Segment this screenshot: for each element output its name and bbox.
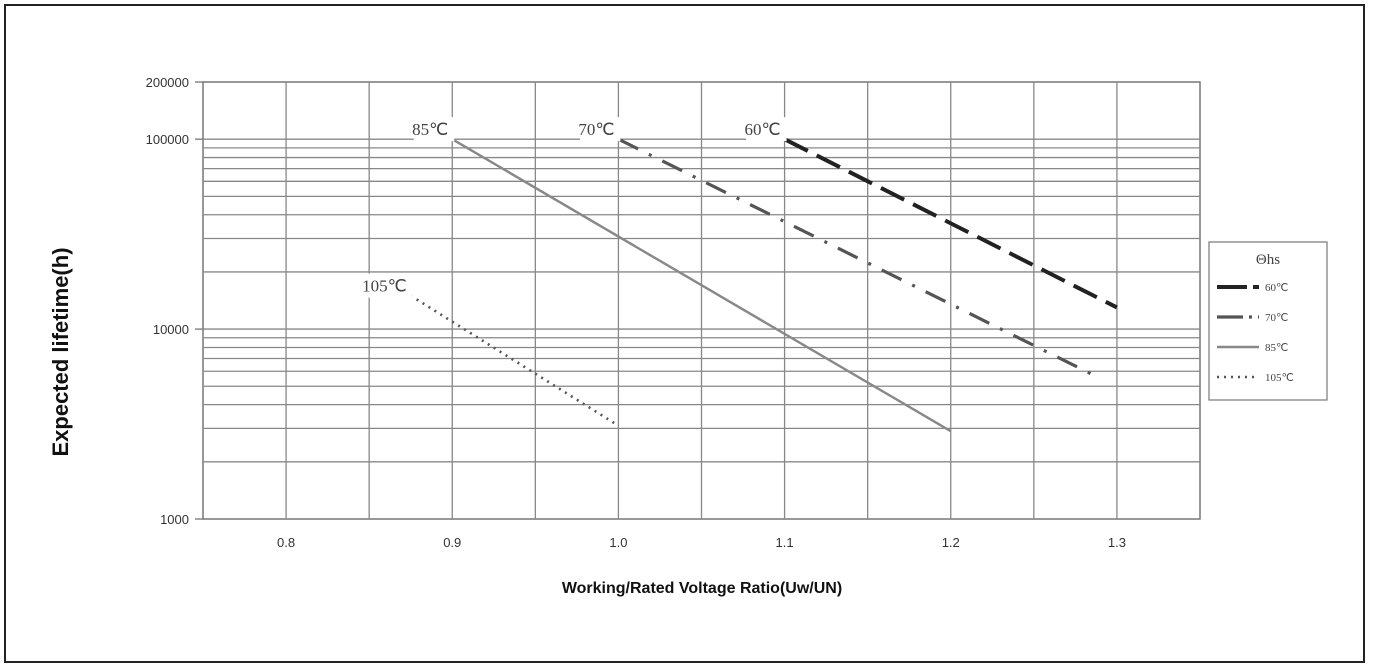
- series-label: 60℃: [744, 120, 780, 139]
- tick-labels: 0.8 0.9 1.0 1.1 1.2 1.3 1000 10000 100000 200000: [146, 75, 1126, 550]
- series-label: 70℃: [578, 120, 614, 139]
- y-tick-label: 100000: [146, 132, 189, 147]
- series-line: [783, 137, 1118, 310]
- chart-frame: [4, 4, 1365, 663]
- legend-entry-label: 85℃: [1265, 342, 1288, 354]
- series-label: 85℃: [412, 120, 448, 139]
- x-tick-label: 1.1: [776, 535, 794, 550]
- x-tick-label: 1.0: [609, 535, 627, 550]
- series-label-bg: [746, 117, 787, 142]
- legend: Θhs 60℃ 70℃ 85℃ 105℃: [1208, 241, 1328, 401]
- x-tick-label: 1.3: [1108, 535, 1126, 550]
- x-tick-label: 1.2: [942, 535, 960, 550]
- y-tick-label: 200000: [146, 75, 189, 90]
- legend-box: [1208, 241, 1328, 401]
- grid: [195, 81, 1201, 520]
- legend-title: Θhs: [1256, 252, 1280, 268]
- series-label-bg: [579, 117, 621, 142]
- series-label-bg: [413, 117, 455, 142]
- series-lines: [410, 137, 1118, 433]
- x-tick-label: 0.8: [277, 535, 295, 550]
- y-tick-label: 10000: [153, 322, 189, 337]
- legend-entry-label: 105℃: [1265, 372, 1294, 384]
- y-axis-label: Expected lifetime(h): [48, 247, 73, 456]
- series-label: 105℃: [362, 277, 407, 296]
- legend-entry-label: 70℃: [1265, 312, 1288, 324]
- series-line: [617, 137, 1102, 380]
- series-line: [410, 294, 620, 427]
- legend-entry-label: 60℃: [1265, 282, 1288, 294]
- x-tick-label: 0.9: [443, 535, 461, 550]
- x-axis-label: Working/Rated Voltage Ratio(Uw/UN): [562, 580, 842, 597]
- y-tick-label: 1000: [160, 512, 189, 527]
- series-labels: 60℃ 70℃ 85℃ 105℃: [362, 117, 787, 298]
- series-line: [451, 138, 952, 433]
- series-label-bg: [362, 273, 413, 298]
